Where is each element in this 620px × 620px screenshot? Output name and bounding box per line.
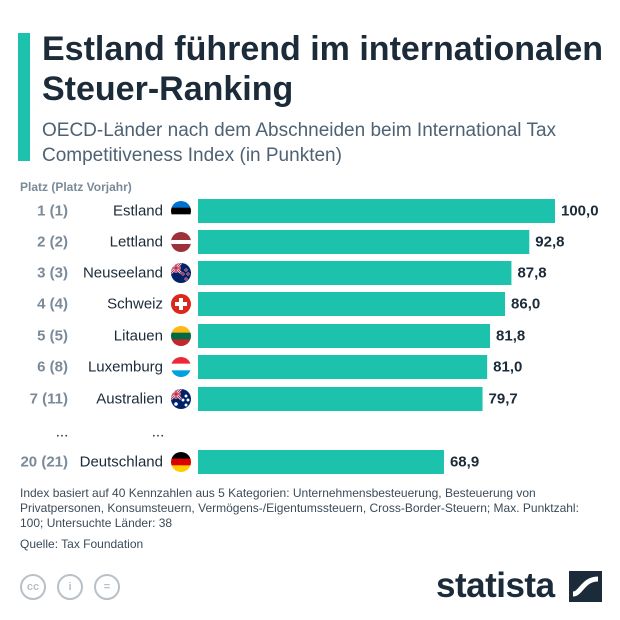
country-label: Lettland	[110, 234, 163, 251]
flag-germany-icon	[171, 452, 191, 472]
rank-column-header: Platz (Platz Vorjahr)	[20, 180, 132, 194]
country-label: Australien	[96, 391, 163, 408]
flag-estonia-icon	[171, 201, 191, 221]
source-note: Quelle: Tax Foundation	[20, 537, 144, 551]
value-label: 100,0	[561, 203, 599, 220]
bar	[198, 324, 491, 348]
cc-icon[interactable]: cc	[20, 574, 46, 600]
country-label: Neuseeland	[83, 265, 163, 282]
bar-chart: 1 (1) Estland 100,0 2 (2) Lettland 92,8 3 (3) N…	[20, 199, 599, 474]
rank-label: 7 (11)	[30, 391, 68, 408]
flag-latvia-icon	[171, 232, 191, 252]
statista-logo-text[interactable]: statista	[436, 566, 555, 605]
gap-marker: ...	[152, 424, 165, 441]
country-label: Deutschland	[80, 454, 163, 471]
value-label: 81,0	[493, 359, 522, 376]
value-label: 86,0	[511, 296, 540, 313]
title-accent-bar	[18, 33, 30, 161]
bar	[198, 261, 512, 285]
flag-luxembourg-icon	[171, 357, 191, 377]
rank-label: 1 (1)	[37, 203, 68, 220]
value-label: 81,8	[496, 328, 525, 345]
country-label: Estland	[113, 203, 163, 220]
flag-switzerland-icon	[171, 294, 191, 314]
no-derivatives-icon[interactable]: =	[94, 574, 120, 600]
rank-label: 6 (8)	[37, 359, 68, 376]
rank-label: 2 (2)	[37, 234, 68, 251]
bar	[198, 450, 444, 474]
rank-label: 5 (5)	[37, 328, 68, 345]
bar	[198, 387, 483, 411]
attribution-icon[interactable]: i	[57, 574, 83, 600]
flag-new-zealand-icon	[171, 263, 191, 283]
statista-logo-icon	[569, 571, 602, 602]
bar	[198, 355, 488, 379]
flag-australia-icon	[171, 389, 191, 409]
rank-label: 4 (4)	[37, 296, 68, 313]
value-label: 68,9	[450, 454, 479, 471]
bar	[198, 292, 506, 316]
value-label: 79,7	[489, 391, 518, 408]
value-label: 87,8	[517, 265, 546, 282]
bar	[198, 230, 530, 254]
gap-marker: ...	[56, 424, 69, 441]
country-label: Litauen	[114, 328, 163, 345]
country-label: Schweiz	[107, 296, 163, 313]
chart-title: Estland führend im internationalen Steue…	[42, 30, 604, 108]
chart-subtitle: OECD-Länder nach dem Abschneiden beim In…	[42, 120, 557, 166]
value-label: 92,8	[535, 234, 564, 251]
footnote: Index basiert auf 40 Kennzahlen aus 5 Ka…	[20, 486, 579, 530]
rank-label: 20 (21)	[20, 454, 68, 471]
rank-label: 3 (3)	[37, 265, 68, 282]
flag-lithuania-icon	[171, 326, 191, 346]
bar	[198, 199, 555, 223]
country-label: Luxemburg	[88, 359, 163, 376]
